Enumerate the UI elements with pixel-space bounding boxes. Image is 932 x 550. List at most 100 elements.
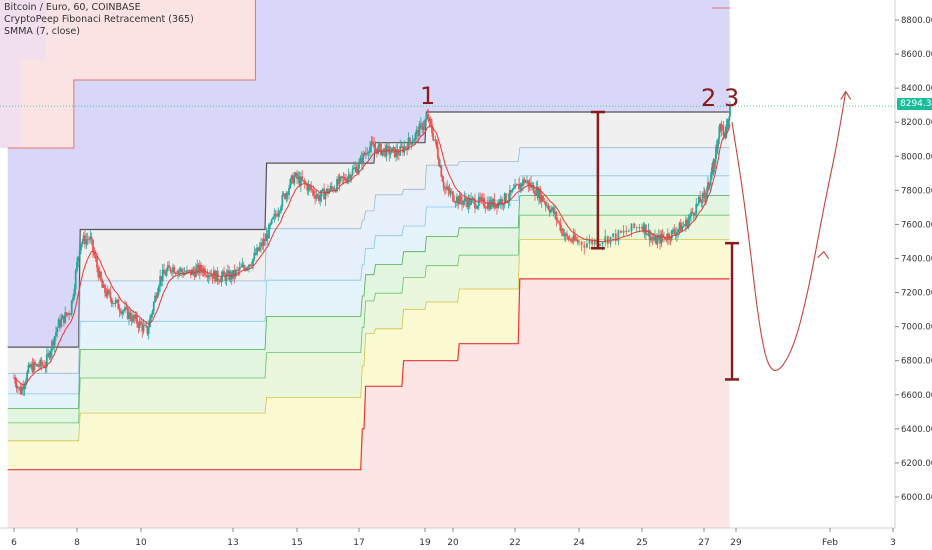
- candle-body: [677, 229, 680, 232]
- candle-body: [646, 234, 649, 236]
- candle-body: [512, 188, 515, 190]
- candle-body: [439, 165, 442, 167]
- candle-body: [426, 114, 429, 118]
- candle-body: [536, 186, 539, 199]
- candle-body: [488, 202, 491, 210]
- candle-body: [725, 131, 727, 134]
- candle-body: [68, 313, 71, 315]
- time-tick-label: 6: [11, 538, 17, 548]
- candle-body: [314, 194, 316, 199]
- candle-body: [108, 289, 110, 293]
- measure-lines[interactable]: [590, 110, 739, 381]
- candle-body: [458, 195, 461, 205]
- candle-body: [452, 191, 454, 201]
- candle-body: [201, 270, 204, 273]
- smma-indicator-label[interactable]: SMMA (7, close): [4, 26, 80, 37]
- price-tick-label: 6400.00: [901, 425, 932, 435]
- candle-body: [436, 147, 439, 159]
- candle-body: [449, 191, 452, 194]
- candle-body: [625, 230, 628, 233]
- candle-body: [340, 176, 342, 178]
- candle-body: [200, 264, 202, 271]
- candle-body: [212, 270, 215, 279]
- fib-level-line: [7, 147, 730, 374]
- candle-body: [280, 206, 282, 212]
- candle-body: [578, 241, 580, 243]
- time-axis[interactable]: 6 8 10 13 15 17 19 20 22 24 25 27 29 Feb 3: [0, 527, 896, 548]
- price-tick-label: 8600.00: [901, 50, 932, 60]
- candle-body: [210, 274, 213, 277]
- candle-body: [242, 264, 245, 268]
- candle-body: [362, 153, 365, 165]
- candle-body: [647, 230, 650, 235]
- candle-body: [69, 314, 72, 316]
- time-tick-label: 29: [730, 538, 742, 548]
- candle-body: [285, 192, 288, 199]
- candle-body: [154, 295, 156, 303]
- fib-extension-line: [7, 0, 256, 149]
- candle-body: [301, 176, 304, 181]
- candle-body: [270, 219, 273, 224]
- candle-body: [519, 183, 522, 190]
- candle-body: [705, 195, 707, 199]
- candle-body: [26, 372, 29, 382]
- fib-indicator-label[interactable]: CryptoPeep Fibonaci Retracement (365): [4, 14, 194, 25]
- symbol-label[interactable]: Bitcoin / Euro, 60, COINBASE: [4, 2, 141, 13]
- candle-body: [544, 202, 547, 206]
- candle-body: [696, 203, 699, 205]
- candle-body: [24, 381, 27, 386]
- candle-body: [527, 180, 530, 187]
- candle-body: [164, 273, 167, 276]
- candle-body: [128, 312, 130, 319]
- candle-body: [74, 270, 77, 289]
- candle-body: [546, 205, 548, 207]
- candle-body: [407, 137, 410, 150]
- candle-body: [73, 288, 76, 298]
- candle-body: [633, 223, 636, 228]
- candle-body: [462, 201, 465, 205]
- candle-body: [648, 230, 651, 241]
- candle-body: [543, 201, 546, 203]
- candle-body: [664, 236, 667, 240]
- candle-body: [268, 224, 270, 239]
- candle-body: [156, 292, 159, 299]
- candle-body: [286, 192, 289, 195]
- candle-body: [604, 236, 607, 243]
- candle-body: [55, 331, 57, 337]
- price-tick-label: 6200.00: [901, 459, 932, 469]
- candle-body: [188, 269, 191, 271]
- candle-body: [97, 267, 100, 278]
- candle-body: [23, 385, 26, 390]
- candle-body: [133, 315, 136, 319]
- candle-body: [124, 307, 126, 311]
- price-tick-label: 7200.00: [901, 289, 932, 299]
- candle-body: [258, 246, 261, 251]
- candle-body: [574, 234, 576, 240]
- projection-path[interactable]: [731, 91, 847, 371]
- candle-body: [49, 351, 52, 358]
- candle-body: [424, 120, 426, 127]
- candle-body: [225, 273, 228, 281]
- candle-body: [121, 311, 124, 314]
- candle-body: [455, 196, 458, 203]
- candle-body: [18, 387, 21, 389]
- price-tick-label: 7000.00: [901, 323, 932, 333]
- fib-level-lines: [7, 0, 731, 471]
- candle-body: [113, 303, 116, 305]
- candle-body: [614, 233, 617, 242]
- candle-body: [163, 269, 165, 274]
- candle-body: [273, 213, 276, 218]
- candle-body: [198, 264, 201, 274]
- candle-body: [94, 255, 97, 259]
- candle-body: [489, 200, 492, 210]
- candle-body: [552, 207, 555, 214]
- candle-body: [241, 264, 244, 267]
- candle-body: [429, 118, 432, 125]
- candle-body: [72, 297, 74, 301]
- candle-body: [516, 184, 519, 185]
- candle-body: [381, 150, 384, 155]
- price-axis[interactable]: 6000.00 6200.00 6400.00 6600.00 6800.00 7000.…: [894, 0, 932, 528]
- candle-body: [205, 275, 208, 276]
- candle-body: [51, 340, 53, 352]
